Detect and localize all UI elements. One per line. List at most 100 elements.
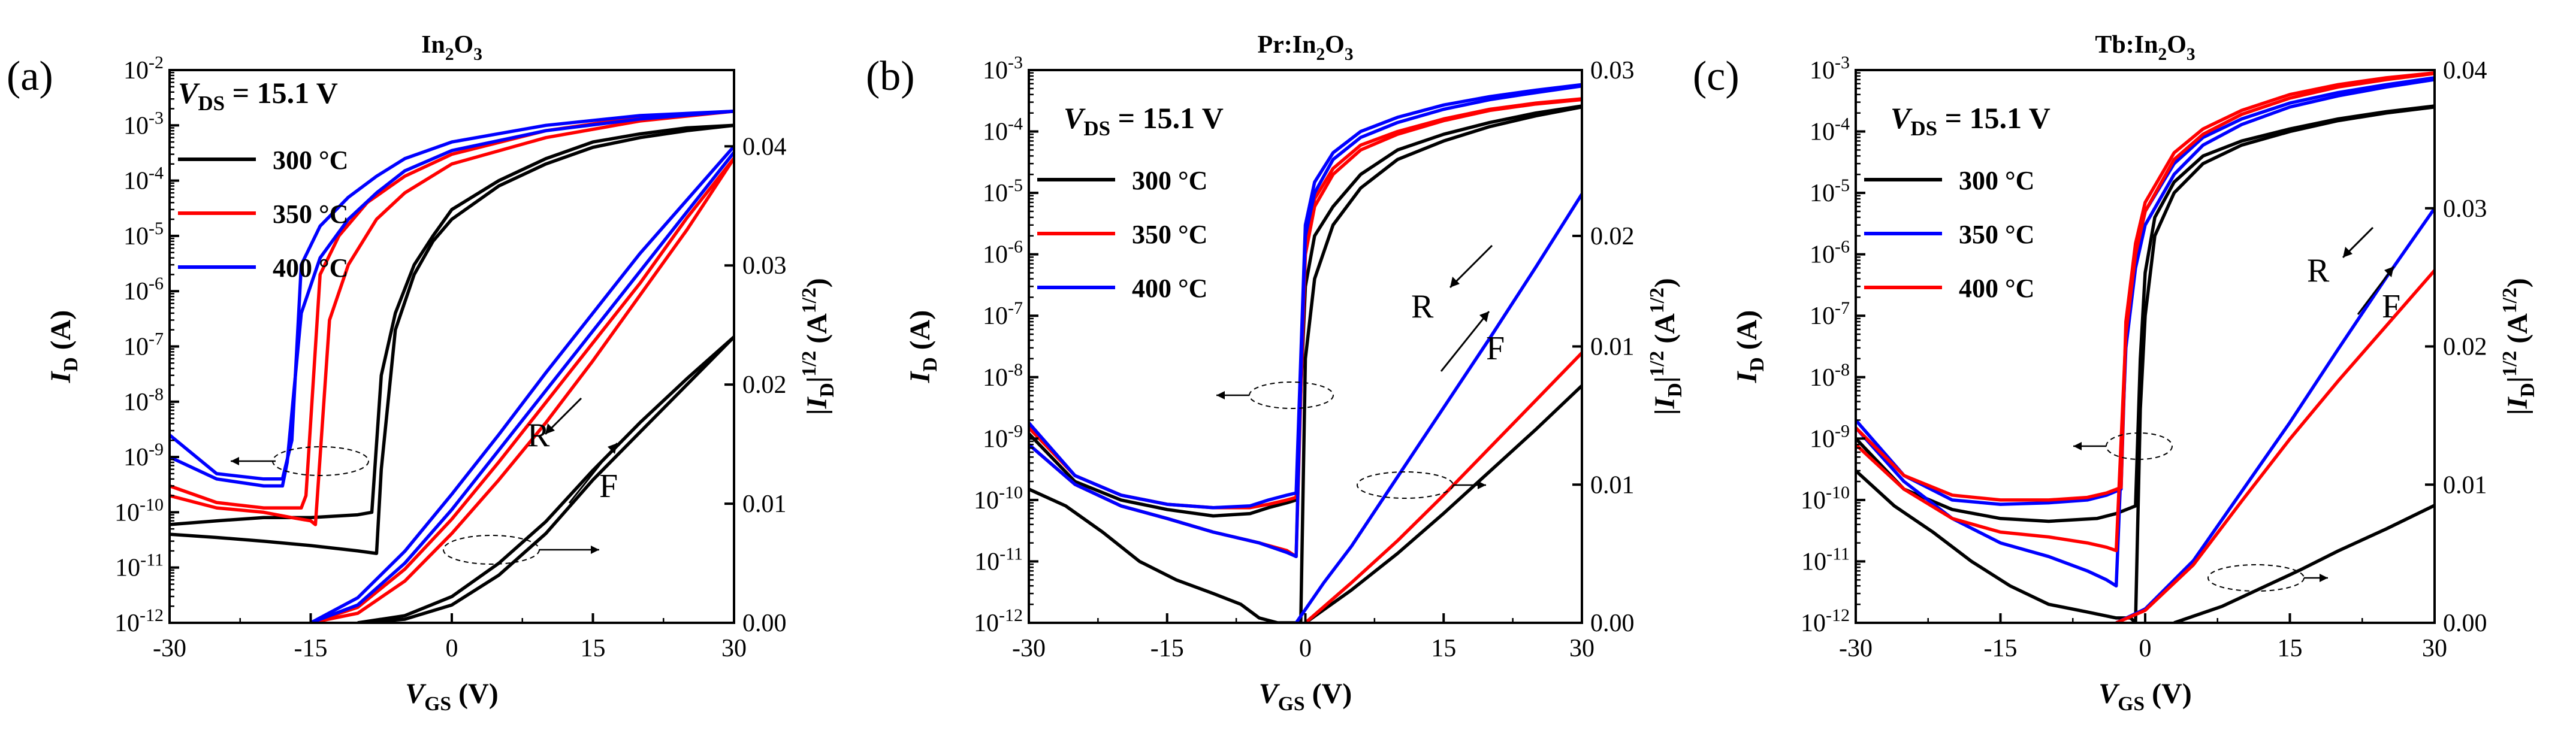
x-tick-label: 15 <box>581 635 606 662</box>
forward-label: F <box>2382 288 2400 325</box>
right-tick-label: 0.02 <box>1590 223 1635 250</box>
panel-letter: (c) <box>1693 53 1740 99</box>
right-tick-label: 0.01 <box>1590 334 1635 361</box>
plot-area <box>170 109 734 623</box>
right-axis-indicator <box>1357 471 1454 499</box>
series-line-2 <box>1029 98 1582 559</box>
series-line-1 <box>170 123 734 526</box>
x-tick-label: -15 <box>1150 635 1184 662</box>
left-tick-label: 10-11 <box>974 544 1023 576</box>
legend-label: 350 °C <box>1959 220 2034 249</box>
indicator-arrow-head <box>231 457 239 465</box>
indicator-arrow-head <box>1478 481 1486 489</box>
panel-c: 10-12 10-11 10-10 10-9 10-8 10-7 10-6 10-5 10-4 1… <box>1693 31 2539 715</box>
left-tick-label: 10-4 <box>1810 114 1850 146</box>
series-line-11 <box>310 145 734 623</box>
x-tick-label: -15 <box>1984 635 2018 662</box>
series-line-10 <box>310 151 734 623</box>
series-line-6 <box>1304 384 1582 623</box>
left-tick-label: 10-4 <box>983 114 1023 146</box>
x-axis-title: VGS (V) <box>2098 678 2191 715</box>
forward-arrow <box>2357 266 2395 315</box>
left-tick-label: 10-12 <box>1801 605 1850 637</box>
right-tick-label: 0.01 <box>742 490 787 518</box>
right-tick-label: 0.02 <box>742 371 787 399</box>
x-tick-label: 0 <box>1299 635 1312 662</box>
left-tick-label: 10-9 <box>983 421 1023 453</box>
series-line-8 <box>2115 269 2435 623</box>
x-axis-title: VGS (V) <box>405 678 498 715</box>
right-tick-label: 0.02 <box>2443 334 2487 361</box>
series-line-7 <box>1304 352 1582 623</box>
left-tick-label: 10-5 <box>983 175 1023 207</box>
left-tick-label: 10-10 <box>1801 483 1850 514</box>
right-tick-label: 0.04 <box>2443 57 2487 84</box>
right-tick-label: 0.00 <box>742 610 787 637</box>
series-line-4 <box>170 109 734 488</box>
left-tick-label: 10-3 <box>983 53 1023 84</box>
left-tick-label: 10-5 <box>123 219 164 250</box>
left-tick-label: 10-6 <box>1810 237 1850 269</box>
reverse-arrow-head <box>545 423 555 434</box>
right-axis-indicator <box>2207 564 2305 592</box>
right-tick-label: 0.04 <box>742 133 787 160</box>
x-axis-title: VGS (V) <box>1259 678 1352 715</box>
series-line-5 <box>1029 83 1582 510</box>
series-line-0 <box>1029 105 1582 623</box>
left-tick-label: 10-11 <box>115 550 164 582</box>
vds-label: VDS = 15.1 V <box>1064 101 1224 140</box>
left-tick-label: 10-2 <box>123 53 164 84</box>
right-axis-title: |ID|1/2 (A1/2) <box>798 278 838 415</box>
legend-label: 300 °C <box>1959 166 2034 195</box>
panel-a: 10-12 10-11 10-10 10-9 10-8 10-7 10-6 10-5 10-4 1… <box>7 31 838 715</box>
forward-arrow <box>1440 311 1490 372</box>
left-tick-label: 10-9 <box>123 440 164 471</box>
reverse-label: R <box>527 417 550 454</box>
series-line-8 <box>310 157 734 623</box>
series-line-0 <box>1856 105 2435 623</box>
left-axis-title: ID (A) <box>1731 310 1768 384</box>
reverse-arrow-head <box>1450 277 1460 287</box>
reverse-label: R <box>2307 252 2330 289</box>
x-tick-label: -30 <box>1839 635 1873 662</box>
series-line-1 <box>1856 104 2435 523</box>
legend-label: 400 °C <box>1132 274 1207 303</box>
left-tick-label: 10-11 <box>1801 544 1850 576</box>
left-tick-label: 10-9 <box>1810 421 1850 453</box>
panel-title: Tb:In2O3 <box>2095 31 2195 64</box>
left-tick-label: 10-6 <box>123 274 164 305</box>
right-tick-label: 0.03 <box>742 252 787 280</box>
left-tick-label: 10-12 <box>974 605 1023 637</box>
plot-area <box>1856 71 2435 623</box>
right-tick-label: 0.03 <box>2443 195 2487 223</box>
x-tick-label: 15 <box>2278 635 2303 662</box>
reverse-arrow <box>1449 244 1493 289</box>
forward-arrow-head <box>1479 311 1489 322</box>
series-line-3 <box>170 109 734 510</box>
left-tick-label: 10-10 <box>974 483 1023 514</box>
left-tick-label: 10-8 <box>983 360 1023 392</box>
reverse-label: R <box>1411 288 1434 325</box>
series-line-5 <box>1856 71 2435 502</box>
series-line-8 <box>1294 193 1582 623</box>
vds-label: VDS = 15.1 V <box>1891 101 2050 140</box>
forward-arrow <box>568 443 618 504</box>
right-tick-label: 0.03 <box>1590 57 1635 84</box>
left-axis-title-group: ID (A) <box>45 310 82 384</box>
left-tick-label: 10-6 <box>983 237 1023 269</box>
left-tick-label: 10-10 <box>114 495 164 526</box>
right-axis-title: |ID|1/2 (A1/2) <box>1646 278 1686 415</box>
x-tick-label: -30 <box>153 635 186 662</box>
legend-label: 350 °C <box>1132 220 1207 249</box>
right-tick-label: 0.01 <box>1590 471 1635 499</box>
x-tick-label: 30 <box>721 635 747 662</box>
legend-label: 300 °C <box>273 146 348 175</box>
right-axis-title-group: |ID|1/2 (A1/2) <box>2499 278 2539 415</box>
right-tick-label: 0.01 <box>2443 471 2487 499</box>
right-axis-title-group: |ID|1/2 (A1/2) <box>798 278 838 415</box>
indicator-arrow-head <box>1216 391 1225 399</box>
series-line-7 <box>357 335 734 623</box>
left-tick-label: 10-3 <box>1810 53 1850 84</box>
indicator-arrow-head <box>2320 574 2328 582</box>
x-tick-label: 30 <box>2422 635 2447 662</box>
